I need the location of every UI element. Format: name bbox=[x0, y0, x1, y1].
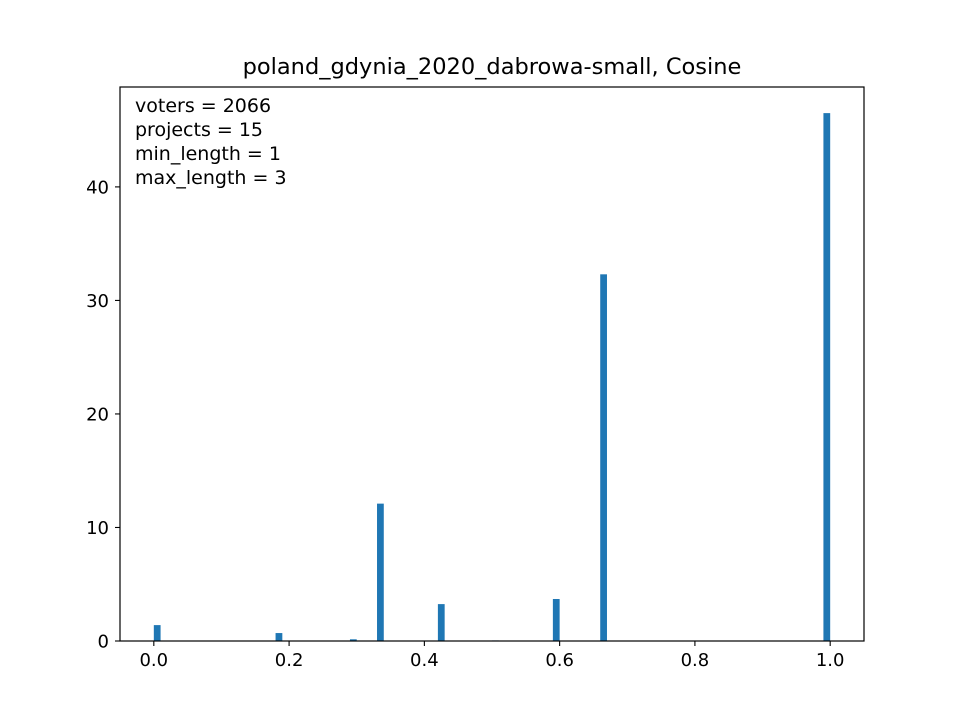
annotation-projects: projects = 15 bbox=[135, 119, 263, 141]
annotation-min-length: min_length = 1 bbox=[135, 143, 281, 165]
axes-group: 0.0 0.2 0.4 0.6 0.8 1.0 0 10 20 30 40 bbox=[86, 86, 865, 671]
annotation-voters: voters = 2066 bbox=[135, 95, 271, 117]
annotation-box: voters = 2066 projects = 15 min_length =… bbox=[135, 95, 287, 189]
annotation-max-length: max_length = 3 bbox=[135, 167, 287, 189]
x-tick-label: 0.4 bbox=[410, 650, 439, 671]
x-tick-label: 0.0 bbox=[139, 650, 168, 671]
histogram-bar bbox=[153, 625, 161, 641]
histogram-bar bbox=[275, 633, 283, 641]
histogram-bar bbox=[377, 503, 384, 641]
x-tick-label: 0.6 bbox=[545, 650, 574, 671]
x-tick-label: 1.0 bbox=[816, 650, 845, 671]
y-tick-label: 0 bbox=[98, 632, 109, 653]
y-tick-label: 10 bbox=[86, 518, 109, 539]
axes-frame bbox=[119, 86, 865, 642]
histogram-bar bbox=[349, 639, 357, 641]
histogram-bar bbox=[600, 274, 607, 641]
histogram-bar bbox=[437, 604, 445, 641]
y-tick-label: 20 bbox=[86, 404, 109, 425]
chart-title: poland_gdynia_2020_dabrowa-small, Cosine bbox=[243, 54, 742, 80]
x-tick-label: 0.8 bbox=[681, 650, 710, 671]
histogram-bar bbox=[552, 598, 560, 641]
histogram-bar bbox=[823, 113, 831, 641]
y-tick-label: 30 bbox=[86, 291, 109, 312]
y-tick-label: 40 bbox=[86, 177, 109, 198]
x-tick-label: 0.2 bbox=[275, 650, 304, 671]
